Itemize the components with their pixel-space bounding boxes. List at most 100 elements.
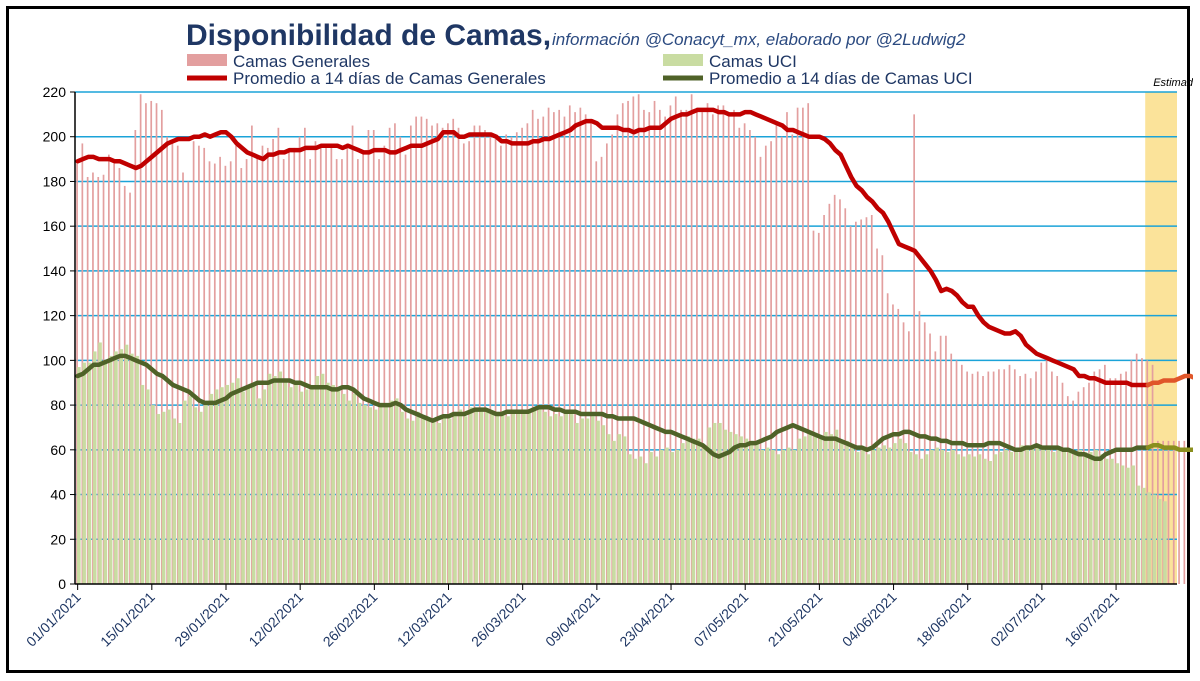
bar bbox=[908, 452, 913, 584]
bar bbox=[409, 125, 412, 584]
bar bbox=[336, 387, 341, 584]
bar bbox=[601, 425, 606, 584]
bar bbox=[739, 436, 743, 584]
bar bbox=[183, 400, 187, 584]
bar bbox=[637, 94, 640, 585]
bar bbox=[235, 378, 240, 584]
bar bbox=[924, 454, 929, 584]
bar bbox=[257, 398, 261, 584]
bar bbox=[1009, 452, 1014, 584]
bar bbox=[998, 452, 1003, 584]
bar bbox=[653, 100, 656, 584]
bar bbox=[569, 414, 574, 584]
bar bbox=[738, 127, 741, 585]
x-tick-label: 23/04/2021 bbox=[616, 589, 677, 650]
bar bbox=[643, 463, 648, 584]
bar bbox=[198, 145, 200, 584]
bar bbox=[860, 219, 863, 585]
bar bbox=[712, 422, 717, 584]
promedio-generales-line bbox=[75, 107, 1151, 388]
bar bbox=[940, 449, 945, 584]
x-tick-label: 26/03/2021 bbox=[468, 589, 529, 650]
bar bbox=[807, 103, 810, 584]
bar bbox=[1120, 465, 1125, 584]
bar bbox=[553, 414, 558, 584]
bar bbox=[702, 447, 706, 584]
bar bbox=[680, 109, 682, 585]
bar bbox=[813, 434, 818, 584]
legend-label-camas-generales: Camas Generales bbox=[233, 52, 370, 71]
bar bbox=[76, 163, 78, 584]
y-tick-label: 40 bbox=[50, 487, 66, 503]
bar bbox=[416, 411, 420, 584]
bar bbox=[611, 134, 614, 584]
bar bbox=[791, 134, 794, 584]
bar bbox=[600, 156, 603, 584]
bar bbox=[373, 409, 378, 584]
bar bbox=[77, 367, 81, 584]
y-tick-label: 140 bbox=[43, 263, 67, 279]
bar bbox=[114, 351, 118, 584]
bar bbox=[532, 407, 537, 584]
y-tick-label: 180 bbox=[43, 173, 67, 189]
bar bbox=[298, 136, 301, 584]
bar bbox=[675, 449, 680, 584]
bar bbox=[765, 447, 770, 584]
bar bbox=[458, 409, 463, 584]
bar bbox=[674, 96, 677, 585]
bar bbox=[648, 112, 651, 585]
bar bbox=[558, 109, 561, 585]
bar bbox=[1046, 449, 1051, 584]
bar bbox=[548, 416, 553, 584]
bar bbox=[187, 181, 190, 585]
bar bbox=[914, 454, 918, 584]
bar bbox=[733, 109, 735, 585]
bar bbox=[379, 402, 383, 584]
bar bbox=[352, 393, 357, 584]
bar bbox=[760, 449, 765, 584]
bar bbox=[341, 393, 346, 584]
bar bbox=[98, 342, 102, 584]
bar bbox=[425, 118, 428, 584]
bar bbox=[315, 376, 320, 584]
bar bbox=[690, 94, 693, 585]
bar bbox=[363, 405, 367, 584]
bar bbox=[394, 123, 396, 585]
average-lines bbox=[75, 107, 1193, 462]
bar bbox=[182, 172, 184, 584]
bar bbox=[771, 449, 775, 584]
bar bbox=[1019, 376, 1021, 584]
bar bbox=[1126, 467, 1130, 584]
bar bbox=[452, 118, 455, 584]
bar bbox=[749, 130, 751, 584]
bar bbox=[203, 147, 206, 584]
bar bbox=[734, 434, 738, 584]
bar bbox=[378, 159, 380, 584]
bar bbox=[956, 454, 961, 584]
bar bbox=[151, 405, 155, 584]
bar bbox=[1041, 447, 1045, 584]
bar bbox=[945, 452, 950, 584]
bar bbox=[531, 109, 534, 585]
bar bbox=[1183, 440, 1186, 584]
bar bbox=[208, 161, 211, 584]
chart-frame: Disponibilidad de Camas, información @Co… bbox=[6, 6, 1193, 673]
bar bbox=[304, 127, 306, 585]
bar bbox=[543, 411, 547, 584]
bar bbox=[1115, 463, 1120, 584]
bar bbox=[156, 414, 161, 584]
bar bbox=[828, 203, 831, 584]
bar bbox=[696, 438, 701, 584]
bar bbox=[527, 411, 531, 584]
bar bbox=[834, 429, 839, 584]
bar bbox=[754, 136, 757, 584]
bar bbox=[839, 199, 841, 584]
bar bbox=[485, 411, 489, 584]
bar bbox=[670, 452, 675, 584]
bar bbox=[568, 105, 571, 584]
bar bbox=[357, 402, 362, 584]
bar bbox=[802, 436, 807, 584]
bar bbox=[701, 112, 704, 585]
bar bbox=[330, 145, 333, 584]
bar bbox=[108, 355, 113, 584]
